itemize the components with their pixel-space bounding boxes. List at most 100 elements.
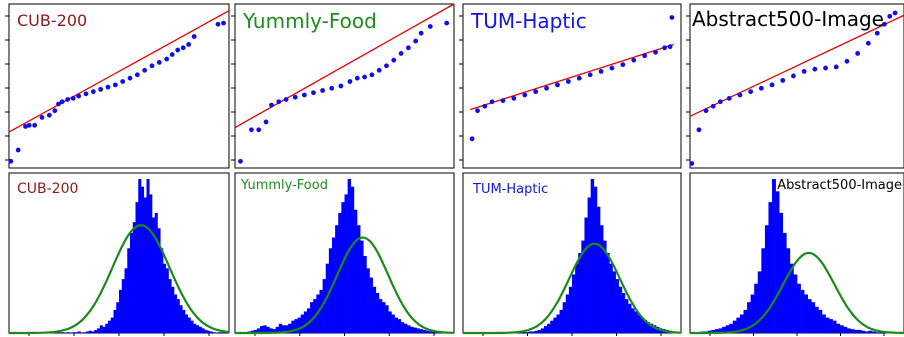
histogram-bar [201, 328, 205, 333]
qq-point [70, 95, 76, 101]
histogram-bar [212, 332, 216, 333]
qq-panel-3: TUM-Haptic [459, 3, 682, 169]
qq-point [892, 10, 898, 16]
qq-point [801, 68, 807, 74]
qq-point [737, 92, 743, 98]
histogram-bar [596, 206, 601, 333]
histogram-bar [388, 311, 392, 333]
histogram-bar [871, 331, 876, 333]
histogram-bar [836, 323, 841, 333]
histogram-bar [537, 329, 542, 333]
histogram-bar [86, 331, 90, 333]
histogram-bar [797, 283, 801, 333]
histogram-bar [732, 320, 737, 333]
histogram-bar [163, 263, 167, 333]
histogram-bar [278, 323, 283, 333]
qq-point [881, 21, 887, 27]
histogram-bar [531, 331, 535, 333]
qq-point [338, 83, 344, 89]
histogram-bar [714, 329, 719, 333]
histogram-bar [825, 317, 830, 333]
histogram-bar [868, 330, 873, 333]
histogram-bar [562, 302, 567, 333]
qq-point [347, 79, 353, 84]
histogram-bar [764, 225, 769, 333]
histogram-bar [413, 327, 417, 333]
qq-point [362, 74, 367, 80]
histogram-bar [786, 248, 791, 333]
qq-point [221, 20, 226, 26]
histogram-bar [559, 309, 563, 333]
histogram-bar [363, 256, 367, 333]
panel-frame [234, 3, 455, 169]
histogram-bar [272, 329, 276, 333]
panel-title: Abstract500-Image [777, 178, 902, 193]
qq-point [500, 98, 506, 104]
qq-point [576, 75, 582, 81]
histogram-bar [130, 232, 134, 333]
qq-point [653, 49, 658, 55]
histogram-bar [768, 202, 773, 333]
histogram-bar [207, 330, 211, 333]
qq-point [844, 58, 850, 64]
panel-title: CUB-200 [17, 181, 78, 197]
histogram-bar [119, 289, 123, 333]
histogram-bar [850, 329, 855, 333]
histogram-bar [160, 248, 164, 333]
histogram-bar [652, 325, 657, 333]
histogram-bar [116, 302, 120, 333]
qq-point [59, 99, 65, 105]
qq-point [598, 68, 604, 74]
histogram-bar [372, 286, 377, 333]
histogram-bar [829, 319, 833, 333]
histogram-bar [575, 263, 579, 333]
histogram-bar [394, 317, 398, 333]
histogram-bar [124, 268, 128, 333]
histogram-bar [615, 279, 620, 333]
qq-point [405, 45, 411, 51]
histogram-bar [618, 286, 623, 333]
histogram-bar [196, 325, 200, 333]
qq-point [369, 72, 375, 78]
qq-point [320, 88, 325, 93]
qq-point [812, 66, 818, 72]
histogram-bar [350, 186, 355, 333]
histogram-bar [718, 328, 723, 333]
histogram-bar [637, 314, 641, 333]
qq-point [301, 92, 307, 98]
histogram-bar [814, 306, 819, 333]
qq-point [748, 89, 754, 95]
histogram-bar [811, 302, 816, 333]
qq-panel-4: Abstract500-Image [686, 3, 904, 169]
histogram-bar [609, 263, 613, 333]
histogram-bar [875, 332, 880, 333]
qq-point [717, 99, 723, 105]
qq-point [475, 108, 480, 114]
histogram-bar [556, 314, 560, 333]
histogram-bar [843, 326, 848, 333]
histogram-bar [146, 179, 150, 333]
histogram-bar [722, 326, 726, 333]
qq-point [726, 95, 732, 101]
histogram-bar [628, 303, 632, 333]
histogram-bar [75, 332, 79, 333]
histogram-bar [789, 263, 794, 333]
histogram-bar [528, 331, 532, 333]
histogram-bar [360, 240, 364, 333]
histogram-bar [416, 328, 420, 333]
histogram-bar [525, 332, 529, 333]
histogram-bar [291, 320, 295, 333]
histogram-bar [347, 179, 352, 333]
qq-point [180, 45, 186, 51]
histogram-bar [743, 309, 748, 333]
histogram-bar [366, 268, 370, 333]
histogram-bar [168, 279, 172, 333]
qq-point [149, 63, 155, 69]
qq-panel-2: Yummly-Food [231, 3, 455, 169]
histogram-bar [250, 330, 255, 333]
qq-point [791, 73, 796, 79]
histogram-bar [634, 311, 638, 333]
histogram-bar [832, 320, 837, 333]
histogram-bar [187, 317, 191, 333]
histogram-bar [739, 314, 744, 333]
